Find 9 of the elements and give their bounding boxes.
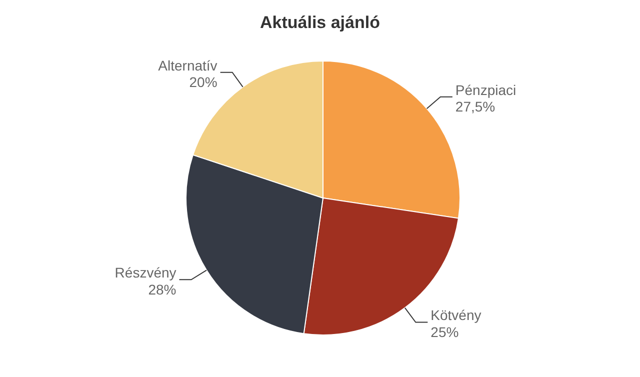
slice-label: Részvény [114, 264, 176, 281]
data-label: 27,5% [455, 98, 496, 115]
data-label: 20% [189, 74, 218, 90]
data-label: 28% [148, 281, 176, 298]
slice-label: Alternatív [158, 57, 218, 74]
slice-label: Kötvény [430, 307, 482, 324]
slice-label: Pénzpiaci [455, 82, 516, 98]
data-label: 25% [430, 324, 459, 340]
chart-title: Aktuális ajánló [260, 13, 380, 32]
